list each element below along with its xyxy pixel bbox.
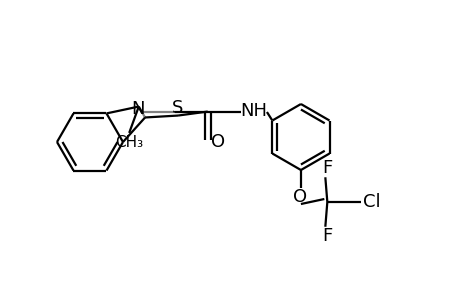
Text: NH: NH: [240, 102, 267, 120]
Text: O: O: [210, 133, 224, 151]
Text: O: O: [292, 188, 306, 206]
Text: F: F: [321, 159, 332, 177]
Text: S: S: [172, 99, 183, 117]
Text: N: N: [131, 100, 144, 118]
Text: CH₃: CH₃: [115, 135, 143, 150]
Text: F: F: [321, 227, 332, 245]
Text: Cl: Cl: [362, 193, 380, 211]
